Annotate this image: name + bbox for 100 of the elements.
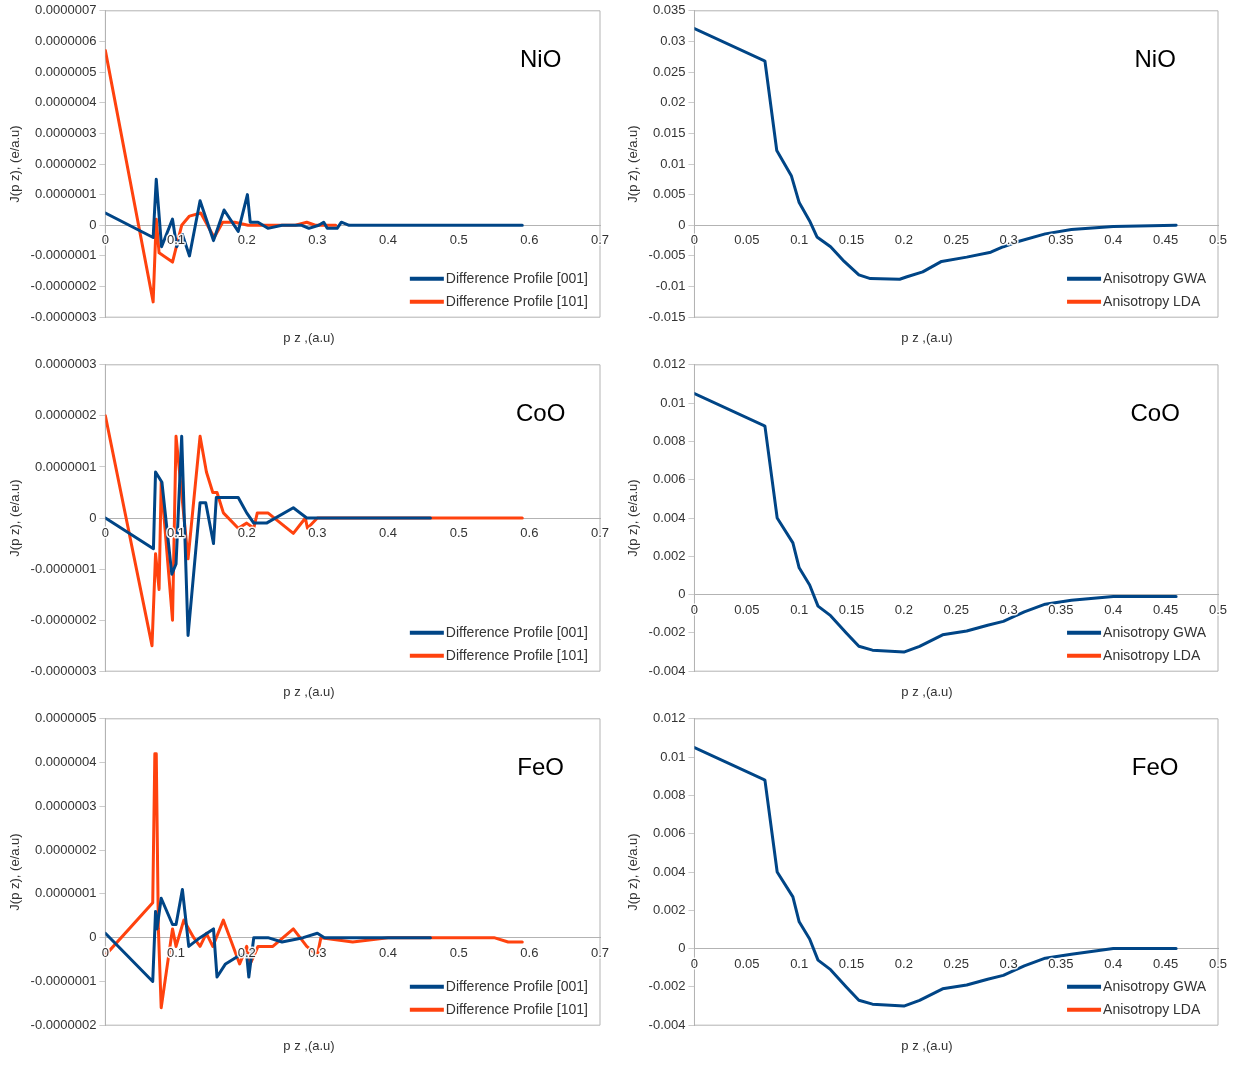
x-tick-label: 0.4 — [378, 232, 398, 248]
x-tick-label: 0.3 — [999, 232, 1018, 248]
x-tick-label: 0.6 — [520, 944, 539, 960]
x-axis-title: p z ,(a.u) — [900, 1038, 954, 1053]
legend-label: Anisotropy GWA — [1103, 269, 1207, 286]
y-tick-label: 0.0000002 — [34, 155, 97, 171]
x-tick-label: 0 — [690, 955, 699, 971]
y-tick-label: -0.0000002 — [30, 278, 97, 294]
legend-label: Anisotropy LDA — [1103, 646, 1201, 663]
y-tick-label: 0.02 — [660, 94, 686, 110]
x-tick-label: 0.7 — [590, 232, 610, 248]
legend-label: Difference Profile [101] — [445, 646, 588, 663]
x-tick-label: 0.25 — [943, 955, 969, 971]
y-tick-label: 0.025 — [652, 63, 686, 79]
y-tick-label: -0.0000001 — [30, 973, 97, 989]
y-tick-label: -0.002 — [648, 978, 686, 994]
y-tick-label: 0 — [678, 586, 686, 602]
x-tick-label: 0.4 — [378, 525, 398, 541]
y-tick-label: 0 — [89, 216, 97, 232]
y-tick-label: -0.005 — [648, 247, 686, 263]
x-axis-title: p z ,(a.u) — [282, 684, 336, 699]
x-tick-label: 0.05 — [734, 955, 760, 971]
y-tick-label: -0.0000002 — [30, 1016, 97, 1032]
y-axis-title: J(p z), (e/a.u) — [625, 479, 641, 557]
y-tick-label: 0.0000003 — [34, 356, 97, 372]
legend-label: Anisotropy GWA — [1103, 977, 1207, 994]
y-tick-label: 0 — [89, 509, 97, 525]
y-tick-label: 0.01 — [660, 394, 686, 410]
y-tick-label: 0.0000004 — [34, 754, 97, 770]
y-tick-label: 0.0000001 — [34, 186, 97, 202]
y-tick-label: -0.004 — [648, 1016, 686, 1032]
legend-label: Anisotropy LDA — [1103, 1000, 1201, 1017]
x-tick-label: 0.2 — [894, 955, 913, 971]
y-tick-label: 0.0000005 — [34, 63, 97, 79]
y-tick-label: 0.006 — [652, 825, 686, 841]
x-tick-label: 0 — [101, 525, 109, 541]
x-tick-label: 0.5 — [1208, 601, 1228, 617]
y-tick-label: -0.0000003 — [30, 662, 97, 678]
y-tick-label: 0.005 — [652, 186, 686, 202]
text: CoO — [1130, 399, 1180, 427]
x-tick-label: 0.15 — [838, 232, 865, 248]
x-tick-label: 0.6 — [520, 525, 539, 541]
x-tick-label: 0.25 — [943, 232, 969, 248]
x-tick-label: 0.45 — [1152, 232, 1179, 248]
x-tick-label: 0.4 — [378, 944, 398, 960]
y-tick-label: -0.01 — [655, 278, 686, 294]
y-tick-label: 0.0000001 — [34, 885, 97, 901]
x-tick-label: 0.05 — [734, 601, 760, 617]
x-tick-label: 0 — [690, 601, 699, 617]
text: CoO — [515, 399, 566, 427]
y-tick-label: -0.0000002 — [30, 611, 97, 627]
legend-label: Difference Profile [101] — [445, 1000, 588, 1017]
y-tick-label: 0.015 — [652, 124, 686, 140]
x-tick-label: 0.5 — [1208, 955, 1228, 971]
x-tick-label: 0.7 — [590, 944, 610, 960]
x-tick-label: 0.5 — [449, 232, 468, 248]
y-tick-label: 0.03 — [660, 33, 686, 49]
x-tick-label: 0.1 — [167, 232, 186, 248]
y-tick-label: 0.004 — [652, 863, 686, 879]
legend-label: Difference Profile [101] — [445, 292, 588, 309]
y-tick-label: 0.01 — [660, 155, 686, 171]
y-tick-label: -0.015 — [648, 308, 686, 324]
x-tick-label: 0.25 — [943, 601, 969, 617]
text: FeO — [517, 753, 564, 781]
y-tick-label: 0.035 — [652, 2, 686, 18]
x-axis-title: p z ,(a.u) — [282, 330, 336, 345]
x-tick-label: 0.2 — [237, 944, 256, 960]
y-axis-title: J(p z), (e/a.u) — [625, 125, 641, 203]
y-axis-title: J(p z), (e/a.u) — [7, 125, 23, 203]
x-tick-label: 0.5 — [449, 525, 468, 541]
legend-label: Difference Profile [001] — [445, 977, 588, 994]
text: FeO — [1131, 753, 1179, 781]
x-axis-title: p z ,(a.u) — [282, 1038, 336, 1053]
y-tick-label: 0.012 — [652, 356, 686, 372]
x-tick-label: 0 — [690, 232, 699, 248]
y-tick-label: 0.0000003 — [34, 797, 97, 813]
x-tick-label: 0.6 — [520, 232, 539, 248]
x-tick-label: 0.3 — [999, 601, 1018, 617]
x-tick-label: 0.2 — [237, 525, 256, 541]
x-tick-label: 0.3 — [999, 955, 1018, 971]
x-tick-label: 0.45 — [1152, 601, 1179, 617]
y-tick-label: 0.01 — [660, 748, 686, 764]
x-tick-label: 0.35 — [1048, 232, 1074, 248]
x-tick-label: 0.15 — [838, 955, 865, 971]
x-tick-label: 0.7 — [590, 525, 610, 541]
y-tick-label: -0.0000003 — [30, 308, 97, 324]
x-tick-label: 0.5 — [1208, 232, 1228, 248]
y-tick-label: 0.0000004 — [34, 94, 97, 110]
x-tick-label: 0.3 — [308, 525, 327, 541]
x-tick-label: 0.35 — [1048, 601, 1074, 617]
legend-label: Difference Profile [001] — [445, 269, 588, 286]
y-tick-label: 0 — [89, 929, 97, 945]
x-tick-label: 0.05 — [734, 232, 760, 248]
y-tick-label: 0.002 — [652, 901, 686, 917]
y-tick-label: -0.004 — [648, 662, 686, 678]
y-tick-label: -0.0000001 — [30, 247, 97, 263]
x-tick-label: 0.2 — [894, 601, 913, 617]
y-tick-label: 0.0000006 — [34, 33, 97, 49]
x-axis-title: p z ,(a.u) — [900, 684, 954, 699]
y-tick-label: 0 — [678, 216, 686, 232]
